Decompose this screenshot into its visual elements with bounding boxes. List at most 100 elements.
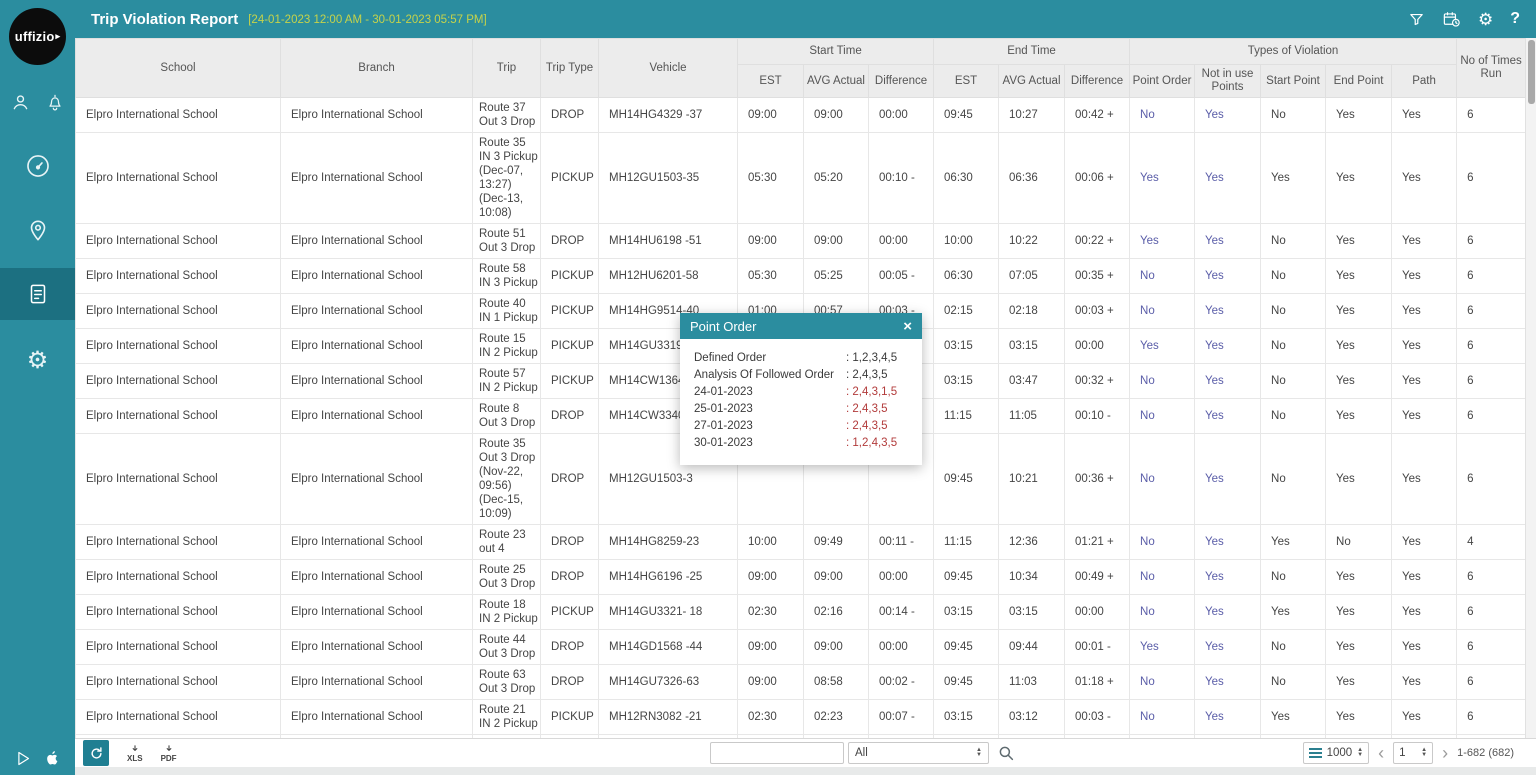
- cell-vehicle: MH14GU3321- 18: [598, 594, 738, 630]
- next-page-icon[interactable]: ›: [1442, 743, 1449, 763]
- cell-niu[interactable]: Yes: [1194, 258, 1262, 294]
- header-group-start-time: Start Time: [736, 38, 935, 65]
- search-input[interactable]: [710, 742, 844, 764]
- header-start-diff: Difference: [867, 64, 935, 98]
- cell-trip: Route 35 Out 3 Drop (Nov-22, 09:56) (Dec…: [472, 433, 541, 525]
- cell-s-est: 09:00: [737, 97, 804, 133]
- settings-icon[interactable]: ⚙: [1477, 9, 1494, 29]
- cell-niu[interactable]: Yes: [1194, 398, 1262, 434]
- user-icon[interactable]: [10, 92, 31, 113]
- cell-point-order[interactable]: No: [1129, 559, 1196, 595]
- cell-point-order[interactable]: No: [1129, 363, 1196, 399]
- cell-niu[interactable]: Yes: [1194, 699, 1262, 735]
- filter-icon[interactable]: [1408, 11, 1425, 28]
- cell-runs: 6: [1456, 699, 1525, 735]
- cell-vehicle: MH14HG6196 -25: [598, 559, 738, 595]
- cell-branch: Elpro International School: [280, 398, 473, 434]
- close-icon[interactable]: ×: [903, 317, 912, 335]
- header-start-avg: AVG Actual: [803, 64, 869, 98]
- calendar-clock-icon[interactable]: [1442, 10, 1461, 29]
- top-bar: Trip Violation Report [24-01-2023 12:00 …: [75, 0, 1536, 38]
- refresh-button[interactable]: [83, 740, 109, 766]
- cell-point-order[interactable]: No: [1129, 524, 1196, 560]
- cell-point-order[interactable]: Yes: [1129, 132, 1196, 224]
- cell-branch: Elpro International School: [280, 629, 473, 665]
- cell-point-order[interactable]: No: [1129, 97, 1196, 133]
- help-icon[interactable]: ?: [1510, 10, 1520, 27]
- cell-niu[interactable]: Yes: [1194, 559, 1262, 595]
- sidebar-item-settings[interactable]: ⚙: [0, 335, 75, 387]
- cell-point-order[interactable]: Yes: [1129, 629, 1196, 665]
- cell-niu[interactable]: Yes: [1194, 132, 1262, 224]
- cell-end-point: Yes: [1325, 398, 1393, 434]
- cell-niu[interactable]: Yes: [1194, 629, 1262, 665]
- cell-point-order[interactable]: Yes: [1129, 328, 1196, 364]
- cell-start-point: No: [1260, 629, 1327, 665]
- report-date-range: [24-01-2023 12:00 AM - 30-01-2023 05:57 …: [248, 14, 487, 26]
- cell-branch: Elpro International School: [280, 97, 473, 133]
- sidebar-item-tracking[interactable]: [0, 205, 75, 257]
- page-number-select[interactable]: 1 ▲ ▼: [1393, 742, 1434, 764]
- prev-page-icon[interactable]: ‹: [1378, 743, 1385, 763]
- export-pdf-button[interactable]: PDF: [161, 744, 177, 763]
- cell-branch: Elpro International School: [280, 223, 473, 259]
- cell-runs: 6: [1456, 258, 1525, 294]
- cell-school: Elpro International School: [75, 223, 281, 259]
- cell-niu[interactable]: Yes: [1194, 97, 1262, 133]
- cell-trip: Route 35 IN 3 Pickup (Dec-07, 13:27) (De…: [472, 132, 541, 224]
- sidebar-item-dashboard[interactable]: [0, 140, 75, 192]
- popup-row: 27-01-2023: 2,4,3,5: [694, 418, 910, 435]
- bell-icon[interactable]: [45, 92, 65, 113]
- select-stepper-icon: ▲ ▼: [1357, 747, 1364, 758]
- header-group-end-time: End Time: [933, 38, 1131, 65]
- header-trip: Trip: [472, 38, 541, 98]
- cell-point-order[interactable]: No: [1129, 433, 1196, 525]
- cell-vehicle: MH14GU7326-63: [598, 664, 738, 700]
- cell-niu[interactable]: Yes: [1194, 524, 1262, 560]
- cell-point-order[interactable]: No: [1129, 594, 1196, 630]
- cell-point-order[interactable]: No: [1129, 398, 1196, 434]
- cell-trip-type: PICKUP: [540, 132, 599, 224]
- cell-vehicle: MH12HU6201-58: [598, 258, 738, 294]
- page-size-select[interactable]: 1000 ▲ ▼: [1302, 742, 1370, 764]
- cell-point-order[interactable]: No: [1129, 258, 1196, 294]
- cell-point-order[interactable]: No: [1129, 293, 1196, 329]
- sidebar-item-reports[interactable]: [0, 268, 75, 320]
- cell-trip: Route 37 Out 3 Drop: [472, 97, 541, 133]
- cell-runs: 6: [1456, 398, 1525, 434]
- cell-trip: Route 18 IN 2 Pickup: [472, 594, 541, 630]
- play-store-icon[interactable]: [15, 750, 32, 767]
- search-column-select[interactable]: All ▲ ▼: [848, 742, 989, 764]
- cell-niu[interactable]: Yes: [1194, 223, 1262, 259]
- cell-trip-type: DROP: [540, 559, 599, 595]
- cell-point-order[interactable]: No: [1129, 699, 1196, 735]
- cell-branch: Elpro International School: [280, 363, 473, 399]
- cell-point-order[interactable]: No: [1129, 664, 1196, 700]
- cell-point-order[interactable]: Yes: [1129, 223, 1196, 259]
- cell-niu[interactable]: Yes: [1194, 594, 1262, 630]
- cell-e-diff: 00:03 -: [1064, 699, 1131, 735]
- cell-niu[interactable]: Yes: [1194, 664, 1262, 700]
- cell-branch: Elpro International School: [280, 433, 473, 525]
- cell-niu[interactable]: Yes: [1194, 433, 1262, 525]
- cell-runs: 6: [1456, 363, 1525, 399]
- export-xls-button[interactable]: XLS: [127, 744, 143, 763]
- apple-icon[interactable]: [44, 749, 61, 767]
- cell-niu[interactable]: Yes: [1194, 363, 1262, 399]
- cell-niu[interactable]: Yes: [1194, 328, 1262, 364]
- cell-e-diff: 00:42 +: [1064, 97, 1131, 133]
- cell-e-diff: 00:10 -: [1064, 398, 1131, 434]
- cell-school: Elpro International School: [75, 363, 281, 399]
- popup-row-value: : 1,2,4,3,5: [846, 437, 898, 449]
- cell-e-est: 09:45: [933, 559, 1000, 595]
- cell-school: Elpro International School: [75, 97, 281, 133]
- scrollbar-thumb[interactable]: [1528, 40, 1535, 104]
- cell-e-diff: 00:32 +: [1064, 363, 1131, 399]
- cell-e-est: 03:15: [933, 363, 1000, 399]
- search-icon[interactable]: [997, 744, 1015, 762]
- cell-e-est: 10:00: [933, 223, 1000, 259]
- uffizio-logo[interactable]: uffizio ▸: [9, 8, 66, 65]
- cell-niu[interactable]: Yes: [1194, 293, 1262, 329]
- cell-s-est: 09:00: [737, 664, 804, 700]
